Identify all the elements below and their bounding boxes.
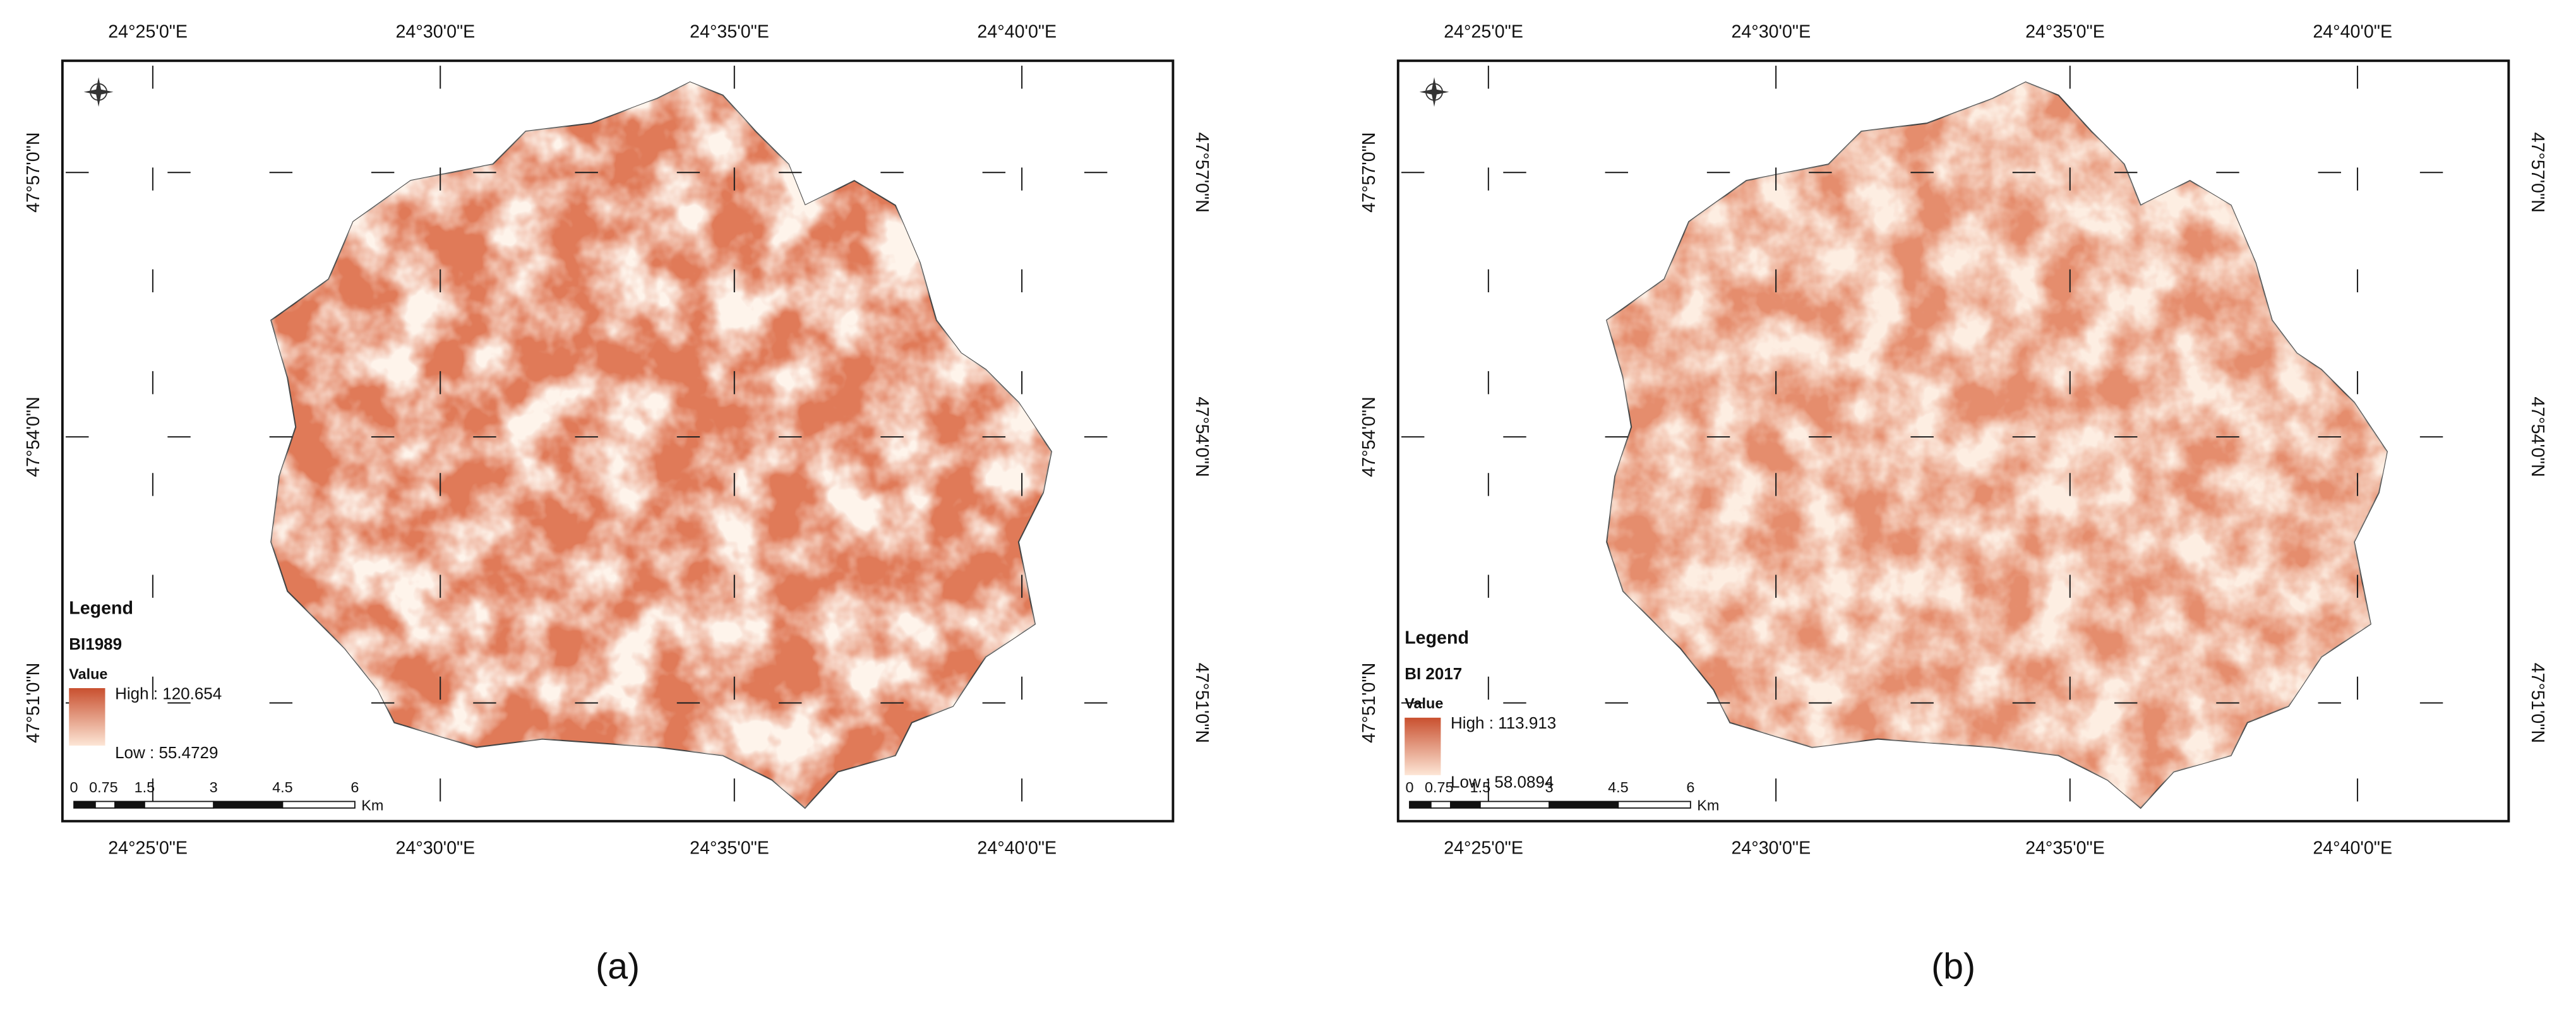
scale-bar-segment (1479, 801, 1550, 809)
longitude-label: 24°35'0"E (2025, 22, 2105, 42)
legend-field: Value (69, 665, 107, 682)
scale-bar-label: 1.5 (135, 779, 155, 795)
north-arrow (83, 77, 114, 107)
scale-bar-segment (1450, 801, 1481, 809)
longitude-label: 24°30'0"E (1731, 22, 1811, 42)
longitude-label: 24°30'0"E (396, 838, 476, 858)
legend-layer: BI1989 (69, 634, 122, 653)
panel-caption: (b) (1931, 946, 1975, 987)
north-arrow (1419, 77, 1449, 107)
longitude-label: 24°30'0"E (396, 22, 476, 42)
latitude-label: 47°51'0"N (1359, 663, 1379, 743)
legend-high: High : 120.654 (115, 684, 222, 703)
latitude-label: 47°51'0"N (2527, 663, 2548, 743)
longitude-label: 24°35'0"E (690, 838, 769, 858)
longitude-label: 24°40'0"E (977, 838, 1057, 858)
latitude-label: 47°54'0"N (23, 396, 44, 477)
scale-bar-unit: Km (1697, 797, 1719, 813)
scale-bar-segment (114, 801, 145, 809)
scale-bar-segment (94, 801, 116, 809)
latitude-label: 47°54'0"N (1192, 396, 1212, 477)
scale-bar-label: 4.5 (272, 779, 293, 795)
longitude-label: 24°25'0"E (108, 22, 188, 42)
latitude-label: 47°57'0"N (23, 133, 44, 213)
scale-bar-segment (282, 801, 356, 809)
latitude-label: 47°51'0"N (1192, 663, 1212, 743)
legend-title: Legend (1405, 628, 1469, 648)
latitude-label: 47°54'0"N (2527, 396, 2548, 477)
scale-bar-segment (1409, 801, 1432, 809)
latitude-label: 47°51'0"N (23, 663, 44, 743)
longitude-label: 24°40'0"E (2313, 22, 2392, 42)
latitude-label: 47°54'0"N (1359, 396, 1379, 477)
map-panel: 24°25'0"E 24°25'0"E 24°30'0"E 24°30'0"E 24°3… (23, 22, 1212, 987)
scale-bar-unit: Km (361, 797, 383, 813)
legend-ramp (1405, 717, 1441, 775)
scale-bar-label: 0 (70, 779, 78, 795)
scale-bar-label: 1.5 (1470, 779, 1491, 795)
legend-low: Low : 58.0894 (1451, 773, 1554, 792)
scale-bar-segment (1549, 801, 1619, 809)
scale-bar-segment (1430, 801, 1451, 809)
latitude-label: 47°57'0"N (1359, 133, 1379, 213)
map-panel: 24°25'0"E 24°25'0"E 24°30'0"E 24°30'0"E 24°3… (1359, 22, 2548, 987)
legend-high: High : 113.913 (1451, 713, 1556, 732)
compass-star (83, 77, 114, 107)
scale-bar-segment (1617, 801, 1691, 809)
legend-layer: BI 2017 (1405, 664, 1462, 683)
scale-bar-label: 0.75 (89, 779, 118, 795)
catchment-texture (1607, 82, 2387, 808)
scale-bar-label: 0 (1405, 779, 1413, 795)
longitude-label: 24°30'0"E (1731, 838, 1811, 858)
longitude-label: 24°40'0"E (2313, 838, 2392, 858)
longitude-label: 24°25'0"E (108, 838, 188, 858)
latitude-label: 47°57'0"N (1192, 133, 1212, 213)
latitude-label: 47°57'0"N (2527, 133, 2548, 213)
compass-star (1419, 77, 1449, 107)
scale-bar-label: 3 (1545, 779, 1554, 795)
scale-bar-label: 6 (1686, 779, 1694, 795)
longitude-label: 24°25'0"E (1444, 22, 1523, 42)
scale-bar-segment (144, 801, 215, 809)
scale-bar-label: 6 (350, 779, 359, 795)
legend-title: Legend (69, 598, 133, 619)
legend-field: Value (1405, 695, 1443, 711)
longitude-label: 24°25'0"E (1444, 838, 1523, 858)
scale-bar-label: 0.75 (1425, 779, 1454, 795)
scale-bar-label: 3 (210, 779, 218, 795)
longitude-label: 24°40'0"E (977, 22, 1057, 42)
panel-caption: (a) (596, 946, 640, 987)
scale-bar-segment (213, 801, 284, 809)
catchment-texture (271, 82, 1051, 808)
longitude-label: 24°35'0"E (2025, 838, 2105, 858)
scale-bar-segment (73, 801, 96, 809)
longitude-label: 24°35'0"E (690, 22, 769, 42)
legend-low: Low : 55.4729 (115, 743, 218, 762)
scale-bar-label: 4.5 (1608, 779, 1629, 795)
legend-ramp (69, 688, 105, 746)
